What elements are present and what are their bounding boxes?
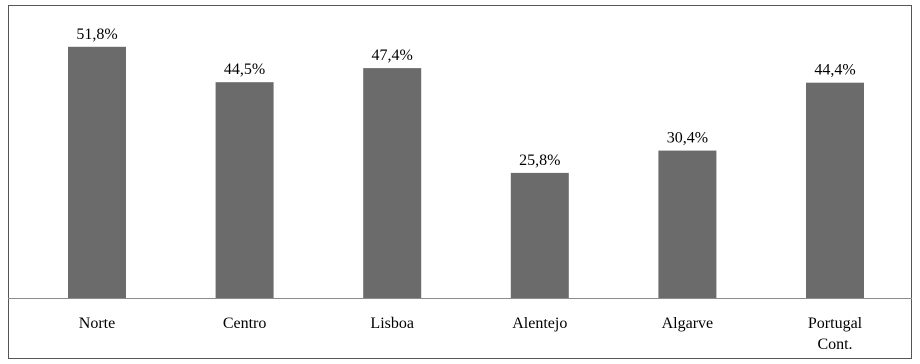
- x-tick-label-alentejo: Alentejo: [512, 315, 567, 332]
- x-tick-label-line: Norte: [79, 315, 115, 332]
- data-label-lisboa: 47,4%: [372, 47, 413, 64]
- data-label-algarve: 30,4%: [667, 130, 708, 147]
- chart-frame: [8, 5, 912, 359]
- x-tick-label-algarve: Algarve: [662, 315, 714, 332]
- x-tick-label-centro: Centro: [223, 315, 267, 332]
- data-label-centro: 44,5%: [224, 61, 265, 78]
- x-tick-label-portugal-cont: Portugal Cont.: [808, 315, 863, 353]
- x-tick-labels-group: Norte Centro Lisboa Alentejo Algarve Portugal…: [79, 315, 863, 353]
- value-labels-group: 51,8% 44,5% 47,4% 25,8% 30,4% 44,4%: [76, 26, 855, 169]
- bar-centro: [215, 82, 274, 298]
- data-label-portugal-cont: 44,4%: [814, 62, 855, 79]
- bar-alentejo: [510, 172, 569, 298]
- x-tick-label-line: Alentejo: [512, 315, 567, 332]
- x-tick-label-line: Lisboa: [370, 315, 414, 332]
- data-label-norte: 51,8%: [76, 26, 117, 43]
- bars-group: [68, 46, 864, 298]
- x-tick-label-line: Algarve: [662, 315, 714, 332]
- x-tick-label-norte: Norte: [79, 315, 115, 332]
- bar-algarve: [658, 150, 717, 298]
- x-tick-label-line: Centro: [223, 315, 267, 332]
- x-tick-label-lisboa: Lisboa: [370, 315, 414, 332]
- bar-portugal-cont: [806, 82, 864, 298]
- data-label-alentejo: 25,8%: [519, 152, 560, 169]
- bar-lisboa: [363, 68, 422, 298]
- x-tick-label-line: Cont.: [817, 336, 852, 353]
- x-tick-label-line: Portugal: [808, 315, 863, 332]
- bar-norte: [68, 46, 126, 298]
